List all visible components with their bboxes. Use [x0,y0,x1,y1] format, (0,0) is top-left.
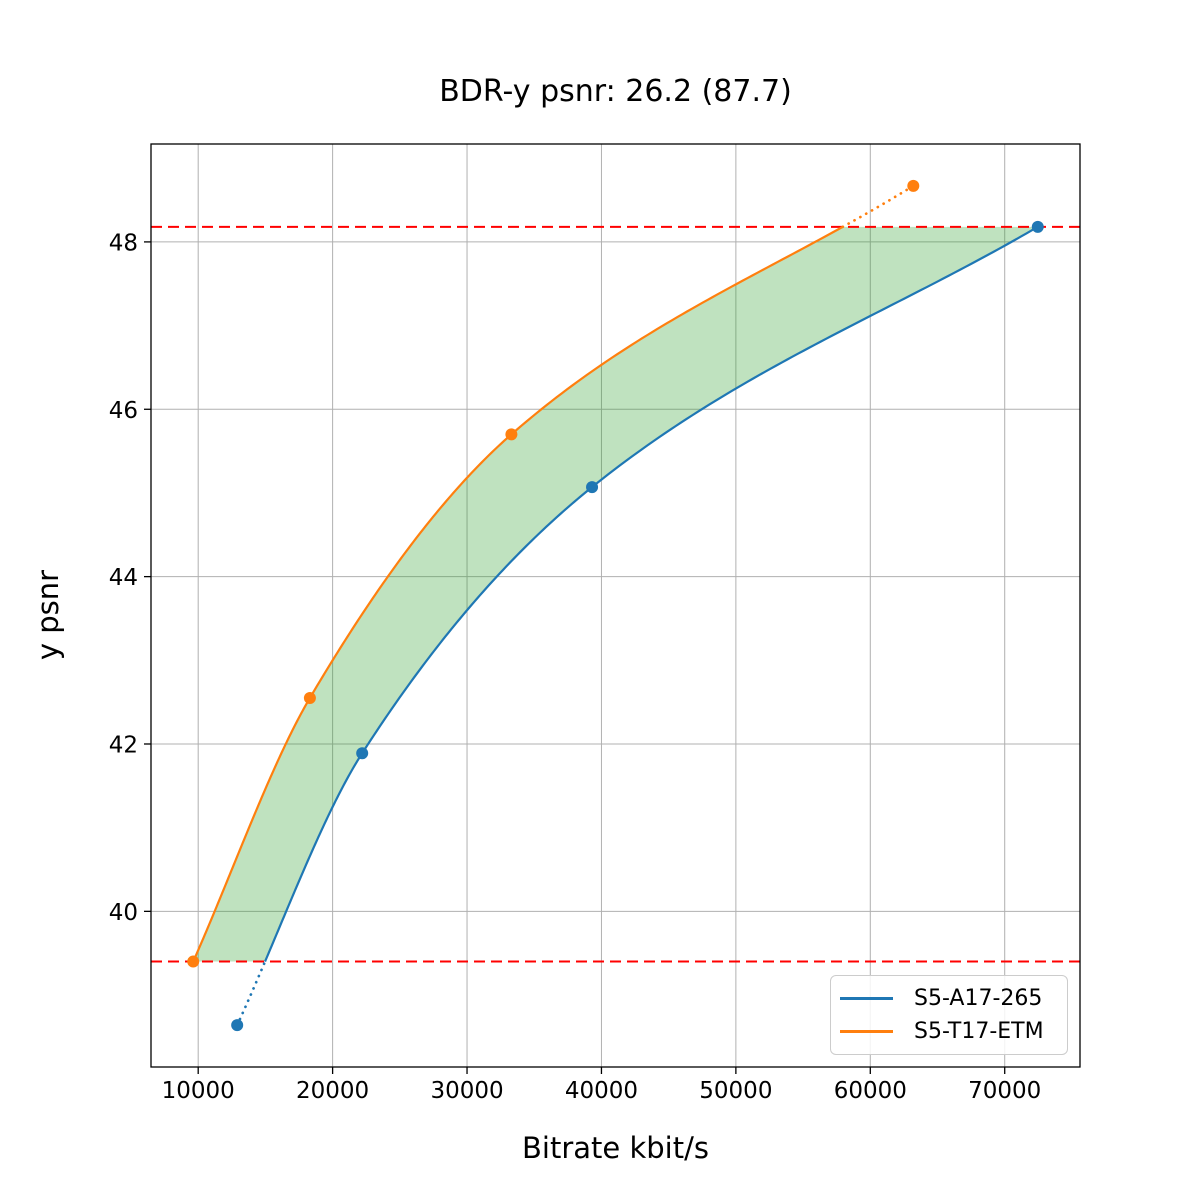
chart-title: BDR-y psnr: 26.2 (87.7) [439,74,792,109]
legend: S5-A17-265 S5-T17-ETM [830,975,1068,1055]
y-tick-label: 42 [109,732,138,758]
series-curve-s5-t17-etm [192,225,844,963]
series-curve-dotted-s5-t17-etm [841,184,915,229]
x-tick-label: 60000 [834,1078,907,1104]
bd-rate-band [193,226,1038,962]
data-point-marker-s5-a17-265 [231,1019,244,1032]
y-tick-label: 46 [109,398,138,424]
data-point-marker-s5-t17-etm [303,691,316,704]
y-axis-label: y psnr [31,569,65,661]
x-tick-label: 10000 [162,1078,235,1104]
legend-label: S5-T17-ETM [914,1019,1044,1044]
data-point-marker-s5-t17-etm [907,179,920,192]
x-tick-label: 40000 [565,1078,638,1104]
x-tick-label: 30000 [430,1078,503,1104]
y-tick-label: 40 [109,900,138,926]
y-tick-label: 44 [109,565,138,591]
data-point-marker-s5-a17-265 [586,481,599,494]
plot-frame [150,143,1081,1068]
legend-label: S5-A17-265 [914,986,1043,1011]
x-axis-label: Bitrate kbit/s [522,1131,709,1165]
x-tick-label: 20000 [296,1078,369,1104]
data-point-marker-s5-t17-etm [505,428,518,441]
x-tick-label: 50000 [699,1078,772,1104]
data-point-marker-s5-a17-265 [356,747,369,760]
x-tick-label: 70000 [968,1078,1041,1104]
data-point-marker-s5-a17-265 [1031,220,1044,233]
series-curve-dotted-s5-a17-265 [235,960,267,1027]
data-point-marker-s5-t17-etm [187,955,200,968]
legend-line-swatch [840,1030,893,1033]
y-tick-label: 48 [109,230,138,256]
series-curve-s5-a17-265 [264,225,1039,963]
legend-entry: S5-A17-265 [831,986,1067,1011]
legend-line-swatch [840,997,893,1000]
legend-entry: S5-T17-ETM [831,1019,1067,1044]
